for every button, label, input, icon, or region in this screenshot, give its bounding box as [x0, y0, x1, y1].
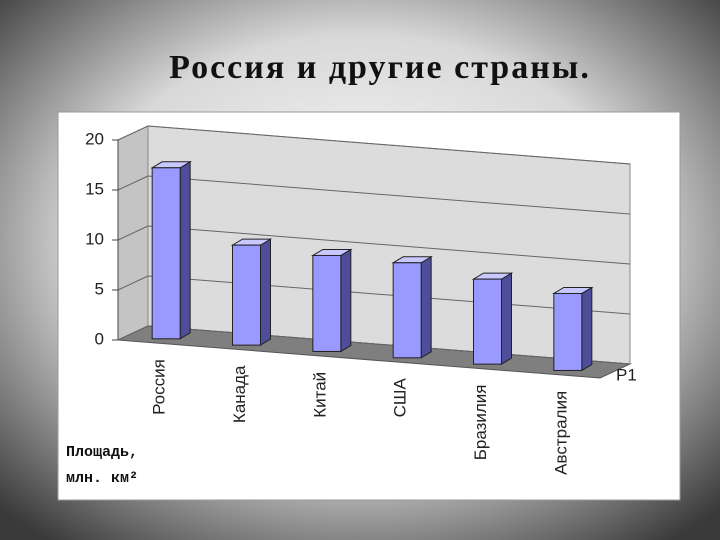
grid-line	[147, 125, 631, 165]
grid-line	[117, 325, 149, 341]
bar	[553, 292, 583, 371]
x-tick-label: Австралия	[551, 391, 570, 475]
bar-side	[501, 272, 512, 366]
axis-label: млн. км²	[66, 470, 138, 487]
y-tick-label: 20	[85, 129, 104, 148]
x-tick-label: США	[391, 378, 410, 418]
chart-title: Россия и другие страны.	[169, 49, 591, 86]
x-tick-label: Китай	[310, 372, 329, 418]
y-tick-label: 0	[95, 329, 104, 348]
bar-side	[340, 248, 352, 353]
x-tick-label: Бразилия	[471, 385, 490, 461]
bar	[151, 167, 181, 340]
axis-label: Площадь,	[66, 444, 138, 461]
bar	[312, 254, 342, 352]
bar-side	[420, 255, 432, 359]
bar	[392, 262, 422, 359]
x-tick-label: Россия	[150, 359, 169, 415]
x-tick-label: Канада	[230, 365, 249, 423]
bar-side	[179, 160, 191, 340]
series-label: Р1	[616, 365, 637, 384]
bar-side	[260, 238, 271, 347]
y-tick-label: 15	[85, 179, 104, 198]
grid-line	[147, 325, 631, 365]
grid-line	[147, 225, 631, 265]
plot: 0 5 10 15 20 Россия Канада Китай США Бразилия Авст…	[85, 125, 637, 475]
grid-line	[147, 275, 631, 315]
bar	[473, 278, 502, 365]
grid-line	[117, 275, 149, 291]
bar	[232, 244, 261, 346]
y-tick-label: 5	[95, 279, 104, 298]
grid-line	[147, 175, 631, 215]
grid-line	[117, 225, 149, 241]
grid-line	[117, 175, 149, 191]
y-tick-label: 10	[85, 229, 104, 248]
bar-side	[581, 286, 593, 372]
grid-line	[117, 125, 149, 141]
